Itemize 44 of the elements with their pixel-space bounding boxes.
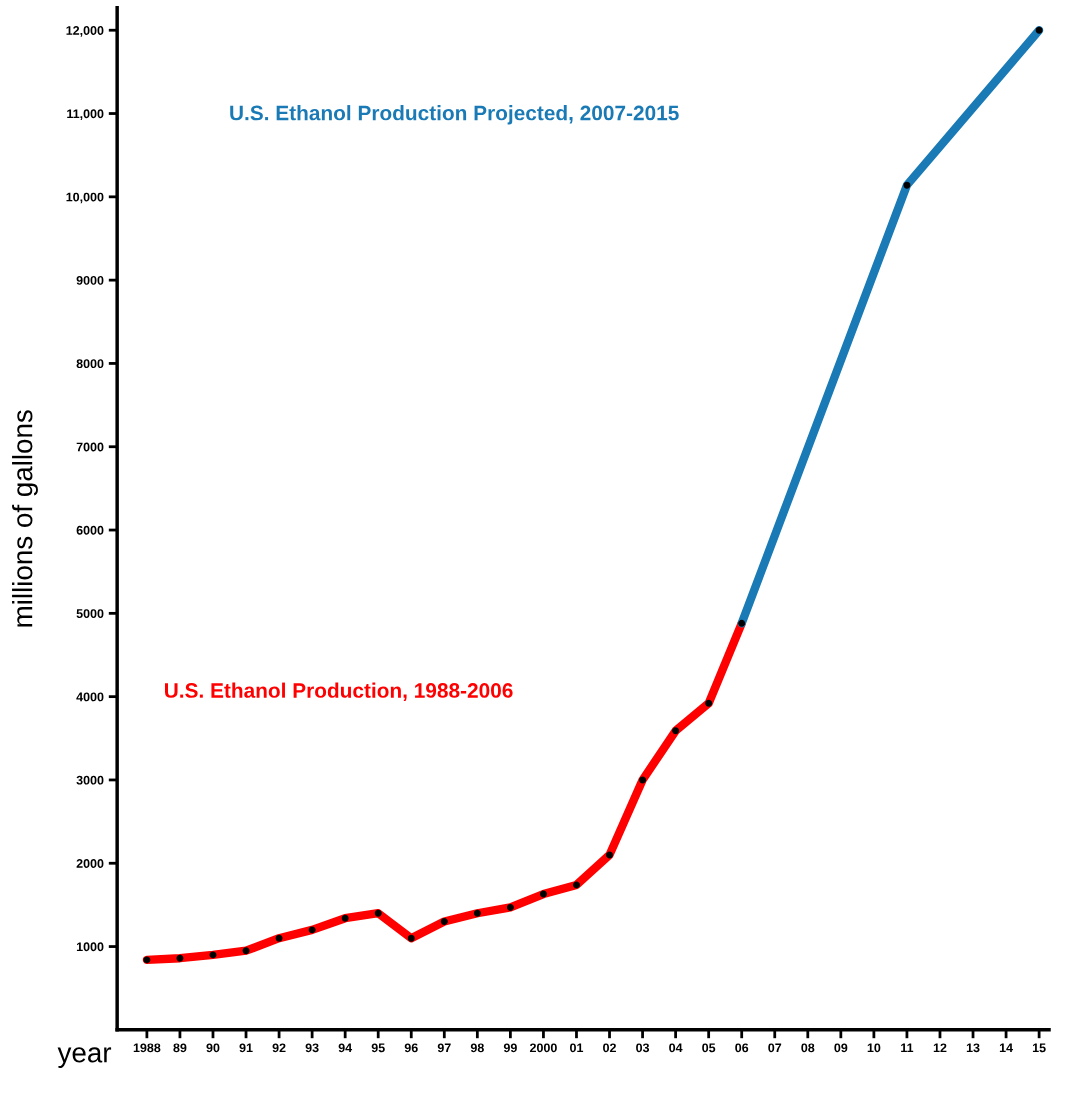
x-tick-label: 99 xyxy=(503,1043,517,1053)
x-tick-label: 13 xyxy=(966,1043,980,1053)
y-tick-label: 1000 xyxy=(76,942,104,952)
x-tick-label: 2000 xyxy=(529,1043,557,1053)
x-tick-label: 05 xyxy=(702,1043,716,1053)
y-tick-label: 9000 xyxy=(76,275,104,285)
y-tick-label: 12,000 xyxy=(66,26,104,37)
y-tick-label: 6000 xyxy=(76,525,104,535)
y-axis-title: millions of gallons xyxy=(12,410,38,627)
x-tick-label: 91 xyxy=(239,1043,253,1053)
y-tick-label: 8000 xyxy=(76,359,104,369)
x-axis-title: year xyxy=(57,1047,112,1069)
x-tick-label: 08 xyxy=(801,1043,815,1053)
x-tick-label: 01 xyxy=(570,1043,584,1053)
y-tick-label: 11,000 xyxy=(67,109,104,120)
y-tick-label: 4000 xyxy=(76,692,104,702)
x-tick-label: 90 xyxy=(206,1043,220,1053)
x-tick-label: 04 xyxy=(669,1043,683,1053)
x-tick-label: 93 xyxy=(305,1043,319,1053)
y-tick-label: 3000 xyxy=(76,775,104,785)
x-tick-label: 94 xyxy=(338,1043,353,1053)
x-tick-label: 92 xyxy=(272,1043,286,1053)
x-tick-label: 12 xyxy=(933,1043,947,1053)
x-tick-label: 89 xyxy=(173,1043,187,1053)
x-tick-label: 96 xyxy=(404,1043,418,1053)
x-tick-label: 02 xyxy=(603,1043,616,1053)
x-tick-label: 14 xyxy=(999,1043,1013,1053)
x-tick-label: 06 xyxy=(735,1043,749,1053)
x-tick-label: 95 xyxy=(371,1043,385,1053)
x-tick-label: 03 xyxy=(636,1043,650,1053)
y-tick-label: 10,000 xyxy=(66,192,104,204)
x-tick-label: 97 xyxy=(437,1043,451,1053)
x-tick-label: 10 xyxy=(867,1043,881,1053)
x-tick-label: 11 xyxy=(901,1043,914,1053)
text: U.S. Ethanol Production Projected, 2007-2015 xyxy=(230,105,679,125)
x-tick-label: 09 xyxy=(834,1043,848,1053)
x-tick-label: 98 xyxy=(470,1043,484,1053)
y-tick-label: 2000 xyxy=(76,859,104,868)
y-tick-label: 7000 xyxy=(76,442,104,452)
x-tick-label: 15 xyxy=(1032,1043,1046,1053)
x-tick-label: 07 xyxy=(768,1043,782,1053)
text: U.S. Ethanol Production, 1988-2006 xyxy=(164,682,513,701)
x-tick-label: 1988 xyxy=(133,1043,161,1053)
y-tick-label: 5000 xyxy=(76,609,104,618)
